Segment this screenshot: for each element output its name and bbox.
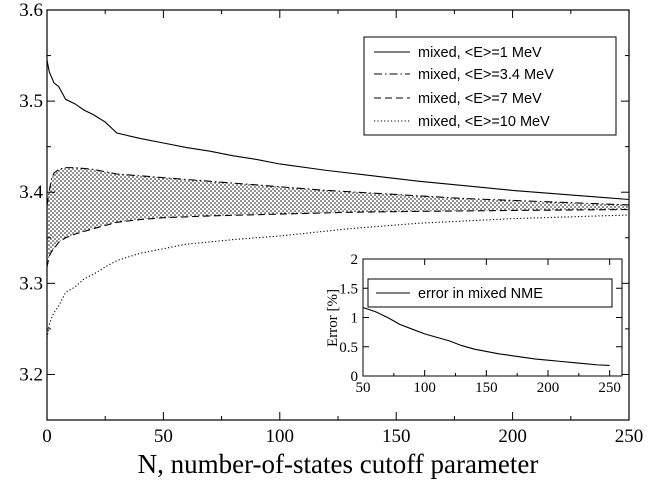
inset-y-tick-label: 2 <box>351 252 359 268</box>
inset-series-line-0 <box>363 307 610 367</box>
inset-legend-label: error in mixed NME <box>418 286 543 302</box>
series-line-0 <box>47 60 629 201</box>
x-tick-label: 150 <box>382 426 411 447</box>
series-line-1 <box>47 167 629 206</box>
x-tick-label: 0 <box>42 426 52 447</box>
x-tick-label: 100 <box>266 426 295 447</box>
inset-x-tick-label: 50 <box>356 380 371 396</box>
legend-label-7mev: mixed, <E>=7 MeV <box>418 91 542 107</box>
inset-x-tick-label: 250 <box>598 380 621 396</box>
x-axis-title: N, number-of-states cutoff parameter <box>138 449 539 479</box>
y-tick-label: 3.6 <box>19 0 43 21</box>
inset-x-tick-label: 200 <box>537 380 560 396</box>
main-frame <box>46 9 630 421</box>
inset-legend-box <box>367 278 613 308</box>
legend-label-1mev: mixed, <E>=1 MeV <box>418 45 542 61</box>
x-tick-label: 250 <box>615 426 644 447</box>
inset-frame <box>362 258 623 377</box>
shaded-band <box>47 167 629 267</box>
series-line-2 <box>47 208 629 268</box>
legend-label-3-4mev: mixed, <E>=3.4 MeV <box>418 67 554 83</box>
inset-legend: error in mixed NME <box>367 278 613 308</box>
main-legend: mixed, <E>=1 MeV mixed, <E>=3.4 MeV mixe… <box>363 36 617 136</box>
inset-y-tick-label: 1 <box>351 311 359 327</box>
y-tick-label: 3.2 <box>19 364 43 385</box>
y-tick-label: 3.4 <box>19 182 43 203</box>
y-tick-label: 3.3 <box>19 273 43 294</box>
y-tick-label: 3.5 <box>19 91 43 112</box>
inset-y-tick-label: 1.5 <box>339 281 358 297</box>
inset-x-tick-label: 150 <box>475 380 498 396</box>
inset-y-tick-label: 0.5 <box>339 340 358 356</box>
x-tick-label: 200 <box>498 426 527 447</box>
inset-x-tick-label: 100 <box>413 380 436 396</box>
main-legend-box <box>363 36 617 136</box>
legend-label-10mev: mixed, <E>=10 MeV <box>418 114 550 130</box>
series-line-3 <box>47 214 629 339</box>
inset-plot: 50 100 150 200 250 0 0.5 1 1.5 2 error in mixed N… <box>325 252 623 396</box>
inset-y-tick-label: 0 <box>351 369 359 385</box>
inset-y-axis-title: Error [%] <box>325 289 341 347</box>
x-tick-label: 50 <box>154 426 173 447</box>
inset-layer: 50 100 150 200 250 0 0.5 1 1.5 2 <box>339 252 622 396</box>
